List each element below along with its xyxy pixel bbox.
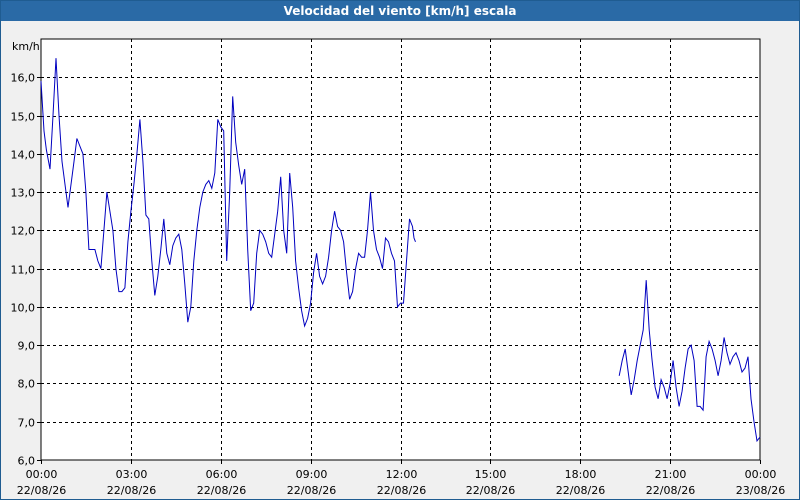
y-tick-label: 9,0: [18, 340, 36, 353]
x-tick-date-label: 22/08/26: [17, 484, 66, 497]
x-tick-time-label: 03:00: [116, 468, 148, 481]
y-tick-label: 8,0: [18, 378, 36, 391]
x-tick-time-label: 12:00: [386, 468, 418, 481]
x-tick-date-label: 23/08/26: [736, 484, 785, 497]
y-tick-label: 12,0: [11, 225, 36, 238]
x-tick-time-label: 00:00: [26, 468, 58, 481]
window-title: Velocidad del viento [km/h] escala: [1, 1, 799, 21]
wind-speed-series: [40, 58, 761, 443]
y-tick-label: 13,0: [11, 187, 36, 200]
y-tick-label: 11,0: [11, 264, 36, 277]
x-tick-time-label: 09:00: [296, 468, 328, 481]
y-tick-label: 15,0: [11, 111, 36, 124]
x-tick-date-label: 22/08/26: [377, 484, 426, 497]
y-tick-label: 10,0: [11, 302, 36, 315]
y-tick-label: 7,0: [18, 417, 36, 430]
x-tick-date-label: 22/08/26: [197, 484, 246, 497]
series-line-segment: [40, 58, 416, 328]
y-tick-label: 6,0: [18, 455, 36, 468]
x-tick-time-label: 00:00: [745, 468, 777, 481]
y-tick-label: 16,0: [11, 72, 36, 85]
series-line-segment: [618, 280, 761, 443]
x-tick-time-label: 18:00: [565, 468, 597, 481]
x-axis-ticks: 00:00 22/08/26 03:00 22/08/26 06:00 22/08/26 0…: [17, 460, 785, 497]
y-tick-label: 14,0: [11, 149, 36, 162]
x-tick-date-label: 22/08/26: [646, 484, 695, 497]
x-tick-date-label: 22/08/26: [466, 484, 515, 497]
y-axis-unit-label: km/h: [12, 40, 40, 53]
y-axis-ticks: 6,0 7,0 8,0 9,0 10,0 11,0 12,0 13,0 14,0 15,0 16,0: [11, 72, 41, 468]
x-tick-time-label: 15:00: [475, 468, 507, 481]
plot-area: [40, 38, 761, 461]
x-tick-time-label: 06:00: [206, 468, 238, 481]
x-tick-date-label: 22/08/26: [287, 484, 336, 497]
x-tick-date-label: 22/08/26: [556, 484, 605, 497]
x-tick-date-label: 22/08/26: [107, 484, 156, 497]
grid-lines: [41, 39, 760, 460]
x-tick-time-label: 21:00: [655, 468, 687, 481]
